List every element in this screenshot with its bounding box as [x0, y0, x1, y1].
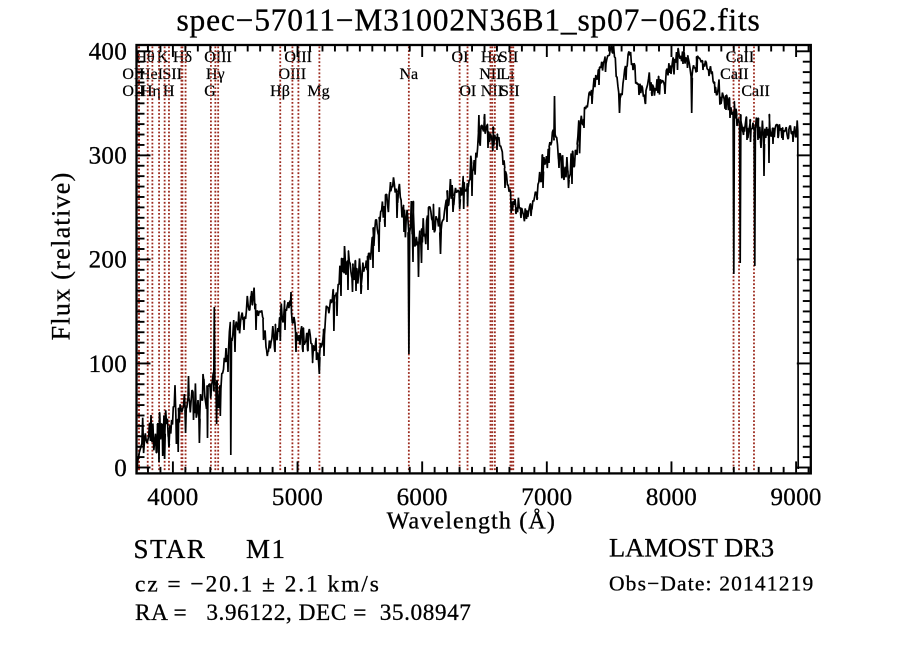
svg-text:HeI: HeI	[139, 66, 163, 83]
svg-text:LAMOST DR3: LAMOST DR3	[609, 533, 774, 563]
svg-text:CaII: CaII	[741, 83, 769, 100]
svg-text:4000: 4000	[147, 484, 198, 511]
svg-text:0: 0	[114, 455, 127, 482]
svg-text:9000: 9000	[770, 484, 821, 511]
svg-text:Flux (relative): Flux (relative)	[46, 171, 75, 340]
svg-text:CaII: CaII	[726, 49, 754, 66]
svg-text:M1: M1	[246, 534, 287, 564]
svg-text:spec−57011−M31002N36B1_sp07−06: spec−57011−M31002N36B1_sp07−062.fits	[176, 3, 760, 38]
svg-text:Wavelength (Å): Wavelength (Å)	[387, 509, 556, 535]
svg-text:OI: OI	[452, 49, 469, 66]
svg-text:Hδ: Hδ	[173, 49, 192, 66]
svg-text:8000: 8000	[646, 484, 697, 511]
svg-text:7000: 7000	[521, 484, 572, 511]
svg-text:400: 400	[89, 39, 127, 66]
svg-text:SII: SII	[499, 49, 519, 66]
svg-text:STAR: STAR	[134, 534, 207, 564]
svg-text:CaII: CaII	[720, 66, 748, 83]
svg-text:Na: Na	[399, 66, 418, 83]
svg-text:RA = 3.96122, DEC = 35.0894: RA = 3.96122, DEC = 35.08947	[135, 600, 472, 626]
svg-text:Hα: Hα	[481, 49, 502, 66]
svg-text:200: 200	[89, 247, 127, 274]
svg-text:Obs−Date: 20141219: Obs−Date: 20141219	[609, 571, 814, 595]
svg-text:6000: 6000	[397, 484, 448, 511]
svg-text:100: 100	[89, 351, 127, 378]
svg-text:300: 300	[89, 143, 127, 170]
svg-text:Hη: Hη	[141, 83, 161, 100]
svg-text:NII: NII	[479, 66, 501, 83]
svg-text:cz = −20.1 ± 2.1 km/s: cz = −20.1 ± 2.1 km/s	[135, 572, 381, 598]
svg-text:SII: SII	[162, 66, 182, 83]
svg-text:OIII: OIII	[284, 49, 312, 66]
svg-text:5000: 5000	[272, 484, 323, 511]
